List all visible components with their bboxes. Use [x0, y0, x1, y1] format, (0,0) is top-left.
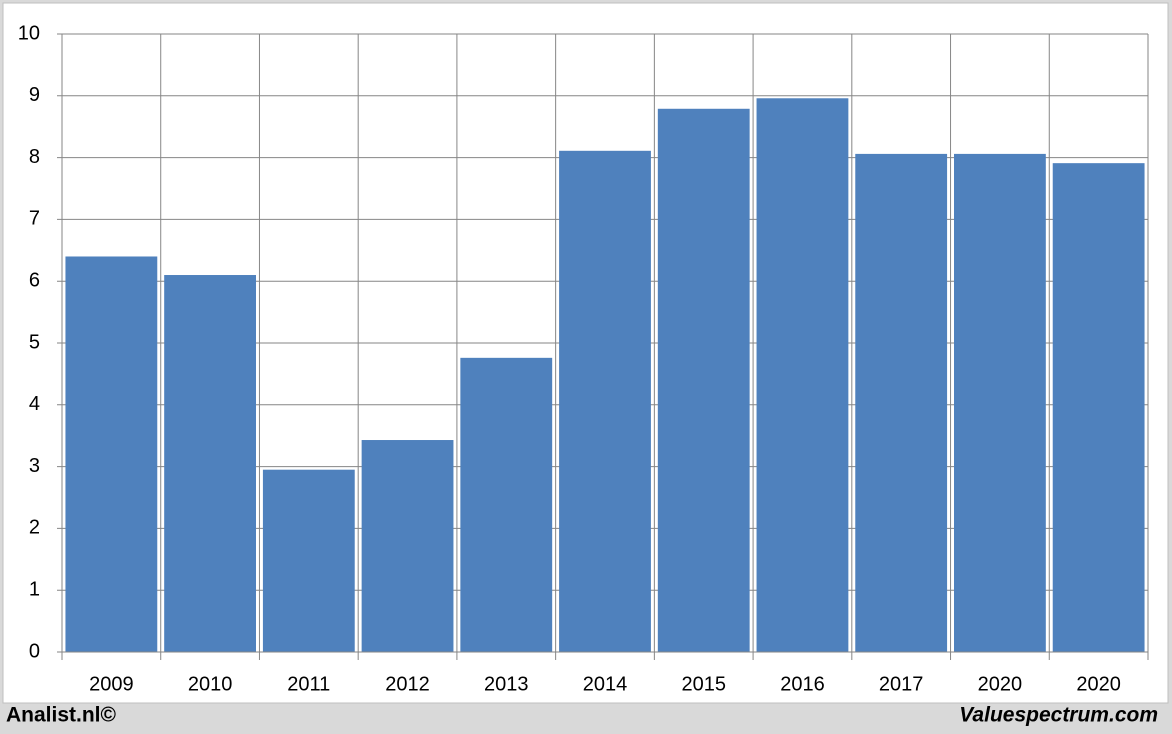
bar: [460, 357, 553, 652]
x-tick-label: 2010: [188, 673, 233, 695]
x-tick-label: 2015: [681, 673, 726, 695]
y-tick-label: 3: [29, 455, 40, 477]
y-tick-label: 8: [29, 146, 40, 168]
bar: [756, 98, 849, 653]
bar: [954, 153, 1046, 652]
bar: [559, 150, 651, 652]
x-tick-label: 2014: [583, 673, 628, 695]
y-tick-label: 9: [29, 84, 40, 106]
y-tick-label: 7: [29, 208, 40, 230]
y-tick-label: 2: [29, 517, 40, 539]
x-tick-label: 2020: [1076, 673, 1121, 695]
x-tick-label: 2011: [287, 673, 330, 695]
x-tick-label: 2012: [385, 673, 430, 695]
x-tick-label: 2017: [879, 673, 924, 695]
bar: [657, 108, 750, 652]
bar: [855, 153, 948, 652]
x-tick-label: 2020: [978, 673, 1023, 695]
y-tick-label: 4: [29, 393, 40, 415]
bar: [262, 469, 355, 652]
footer-right: Valuespectrum.com: [959, 704, 1158, 727]
x-tick-label: 2009: [89, 673, 134, 695]
x-tick-label: 2013: [484, 673, 529, 695]
y-tick-label: 10: [18, 22, 40, 44]
bar: [1052, 163, 1145, 653]
bar: [164, 275, 256, 652]
bar: [65, 256, 158, 652]
x-tick-label: 2016: [780, 673, 825, 695]
y-tick-label: 1: [29, 578, 40, 600]
footer-left: Analist.nl©: [6, 704, 117, 727]
y-tick-label: 6: [29, 269, 40, 291]
bar: [361, 440, 454, 652]
y-tick-label: 5: [29, 331, 40, 353]
y-tick-label: 0: [29, 640, 40, 662]
